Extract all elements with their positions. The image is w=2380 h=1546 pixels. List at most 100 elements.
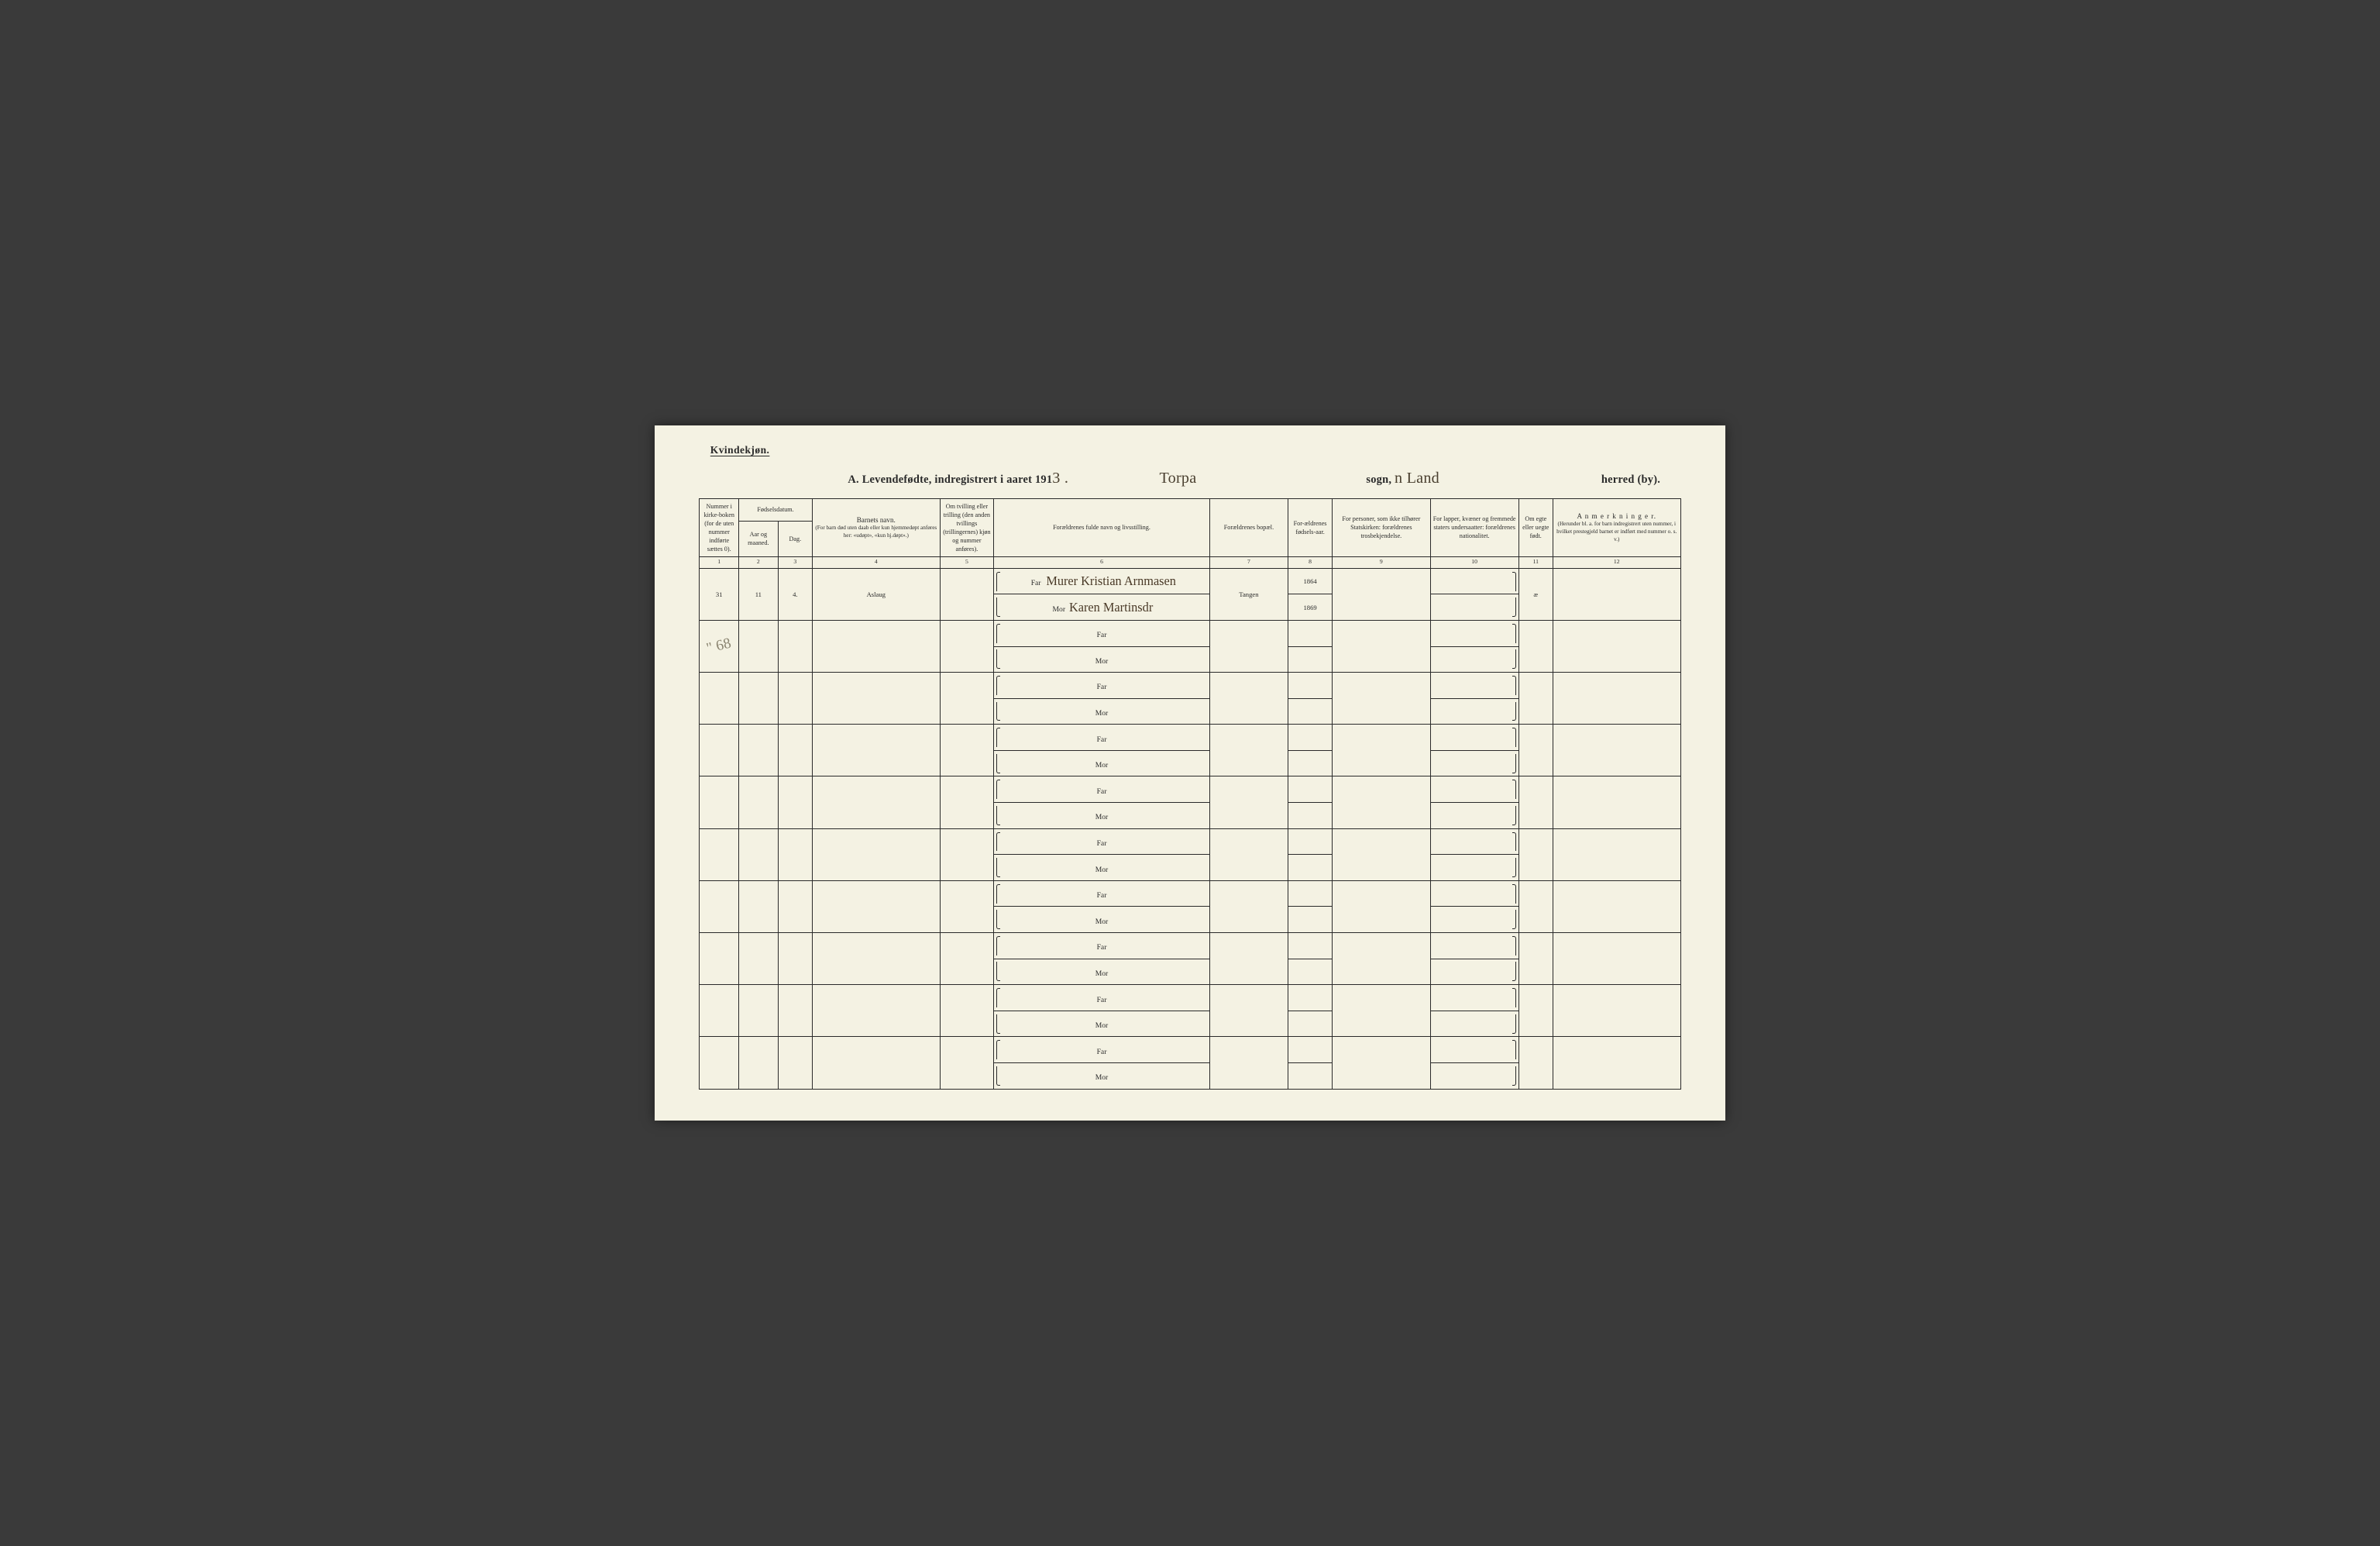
cell-residence bbox=[1209, 933, 1288, 985]
cell-mor: Mor Karen Martinsdr bbox=[994, 594, 1210, 621]
cell-mor-year bbox=[1288, 855, 1333, 881]
cell-child-name bbox=[812, 933, 940, 985]
table-row: " 68 Far bbox=[700, 620, 1680, 646]
cell-c9 bbox=[1333, 776, 1431, 828]
cell-child-name bbox=[812, 985, 940, 1037]
table-row: Far bbox=[700, 776, 1680, 803]
colnum-9: 9 bbox=[1333, 556, 1431, 568]
col-header-6: Forældrenes fulde navn og livsstilling. bbox=[994, 498, 1210, 556]
cell-mor-year bbox=[1288, 698, 1333, 725]
cell-month bbox=[739, 985, 779, 1037]
table-row: Far bbox=[700, 828, 1680, 855]
cell-far: Far bbox=[994, 1037, 1210, 1063]
cell-mor: Mor bbox=[994, 907, 1210, 933]
cell-num: 31 bbox=[700, 568, 739, 620]
cell-far: Far Murer Kristian Arnmasen bbox=[994, 568, 1210, 594]
cell-residence bbox=[1209, 985, 1288, 1037]
cell-mor-year bbox=[1288, 907, 1333, 933]
mor-label: Mor bbox=[1093, 1073, 1110, 1082]
cell-child-name: Aslaug bbox=[812, 568, 940, 620]
cell-num bbox=[700, 880, 739, 932]
col-header-5: Om tvilling eller trilling (den anden tv… bbox=[940, 498, 994, 556]
table-row: Far bbox=[700, 985, 1680, 1011]
cell-c9 bbox=[1333, 933, 1431, 985]
cell-notes bbox=[1553, 725, 1680, 776]
cell-twin bbox=[940, 828, 994, 880]
cell-twin bbox=[940, 985, 994, 1037]
far-label: Far bbox=[1093, 631, 1110, 639]
cell-notes bbox=[1553, 1037, 1680, 1089]
cell-c10-bot bbox=[1430, 1011, 1518, 1037]
cell-mor-year bbox=[1288, 959, 1333, 985]
cell-c9 bbox=[1333, 985, 1431, 1037]
cell-c10-top bbox=[1430, 1037, 1518, 1063]
cell-c10-bot bbox=[1430, 698, 1518, 725]
cell-day bbox=[778, 620, 812, 672]
cell-child-name bbox=[812, 725, 940, 776]
cell-c9 bbox=[1333, 1037, 1431, 1089]
cell-mor: Mor bbox=[994, 1063, 1210, 1090]
table-row: Far bbox=[700, 1037, 1680, 1063]
cell-notes bbox=[1553, 620, 1680, 672]
cell-child-name bbox=[812, 880, 940, 932]
col-header-date-group: Fødselsdatum. bbox=[739, 498, 813, 521]
cell-c9 bbox=[1333, 880, 1431, 932]
mor-label: Mor bbox=[1093, 761, 1110, 770]
mor-label: Mor bbox=[1093, 969, 1110, 978]
cell-far-year bbox=[1288, 880, 1333, 907]
col-header-10: For lapper, kvæner og fremmede staters u… bbox=[1430, 498, 1518, 556]
mor-label: Mor bbox=[1093, 657, 1110, 666]
cell-num bbox=[700, 933, 739, 985]
far-label: Far bbox=[1093, 787, 1110, 796]
cell-day bbox=[778, 673, 812, 725]
cell-c9 bbox=[1333, 620, 1431, 672]
col-header-1: Nummer i kirke-boken (for de uten nummer… bbox=[700, 498, 739, 556]
cell-c10-bot bbox=[1430, 594, 1518, 621]
sogn-label: sogn, bbox=[1366, 473, 1391, 486]
cell-twin bbox=[940, 1037, 994, 1089]
cell-num bbox=[700, 828, 739, 880]
cell-far-year bbox=[1288, 1037, 1333, 1063]
far-label: Far bbox=[1093, 996, 1110, 1004]
colnum-6: 6 bbox=[994, 556, 1210, 568]
col12-sub: (Herunder bl. a. for barn indregistrert … bbox=[1556, 521, 1678, 543]
table-row: Far bbox=[700, 880, 1680, 907]
cell-far: Far bbox=[994, 880, 1210, 907]
cell-legit bbox=[1518, 620, 1553, 672]
cell-c10-top bbox=[1430, 933, 1518, 959]
mor-label: Mor bbox=[1051, 605, 1068, 614]
cell-far: Far bbox=[994, 673, 1210, 699]
cell-legit bbox=[1518, 880, 1553, 932]
cell-day bbox=[778, 828, 812, 880]
table-row: 31 11 4. Aslaug Far Murer Kristian Arnma… bbox=[700, 568, 1680, 594]
cell-notes bbox=[1553, 776, 1680, 828]
colnum-1: 1 bbox=[700, 556, 739, 568]
cell-far: Far bbox=[994, 776, 1210, 803]
cell-twin bbox=[940, 620, 994, 672]
col-header-2: Aar og maaned. bbox=[739, 522, 779, 557]
cell-child-name bbox=[812, 1037, 940, 1089]
cell-twin bbox=[940, 568, 994, 620]
cell-num bbox=[700, 776, 739, 828]
herred-label: herred (by). bbox=[1601, 473, 1660, 486]
year-suffix-script: 3 . bbox=[1052, 470, 1156, 487]
cell-c10-top bbox=[1430, 880, 1518, 907]
cell-residence bbox=[1209, 828, 1288, 880]
title-prefix: A. bbox=[848, 473, 858, 486]
cell-notes bbox=[1553, 828, 1680, 880]
cell-c9 bbox=[1333, 568, 1431, 620]
cell-day bbox=[778, 933, 812, 985]
cell-mor: Mor bbox=[994, 959, 1210, 985]
cell-far: Far bbox=[994, 725, 1210, 751]
cell-residence bbox=[1209, 620, 1288, 672]
far-label: Far bbox=[1093, 735, 1110, 744]
cell-c10-top bbox=[1430, 673, 1518, 699]
col-header-7: Forældrenes bopæl. bbox=[1209, 498, 1288, 556]
cell-legit: æ bbox=[1518, 568, 1553, 620]
mor-name: Karen Martinsdr bbox=[1069, 600, 1153, 615]
cell-day bbox=[778, 1037, 812, 1089]
cell-month bbox=[739, 620, 779, 672]
cell-twin bbox=[940, 933, 994, 985]
cell-child-name bbox=[812, 776, 940, 828]
cell-month bbox=[739, 828, 779, 880]
